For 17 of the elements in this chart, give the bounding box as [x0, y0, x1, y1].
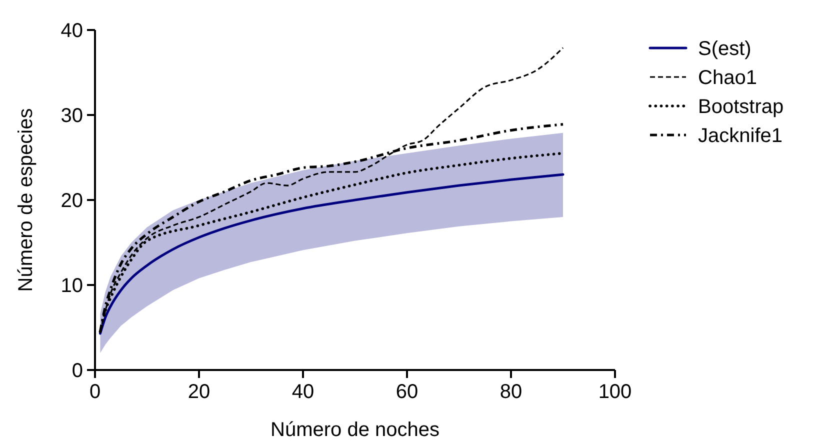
legend-label: S(est)	[698, 38, 752, 60]
x-tick-label: 100	[598, 381, 632, 403]
y-axis-title: Número de especies	[15, 108, 37, 292]
x-axis-title: Número de noches	[270, 419, 440, 441]
x-tick-label: 20	[188, 381, 210, 403]
y-tick-label: 20	[60, 190, 83, 212]
x-tick-label: 40	[292, 381, 314, 403]
y-tick-label: 40	[60, 20, 83, 42]
x-tick-label: 80	[500, 381, 522, 403]
y-tick-label: 0	[72, 360, 83, 382]
y-tick-label: 10	[60, 275, 83, 297]
legend-label: Bootstrap	[698, 96, 784, 118]
legend-label: Chao1	[698, 67, 757, 89]
y-tick-label: 30	[60, 105, 83, 127]
legend-label: Jacknife1	[698, 125, 782, 147]
x-tick-label: 0	[89, 381, 101, 403]
x-tick-label: 60	[396, 381, 418, 403]
